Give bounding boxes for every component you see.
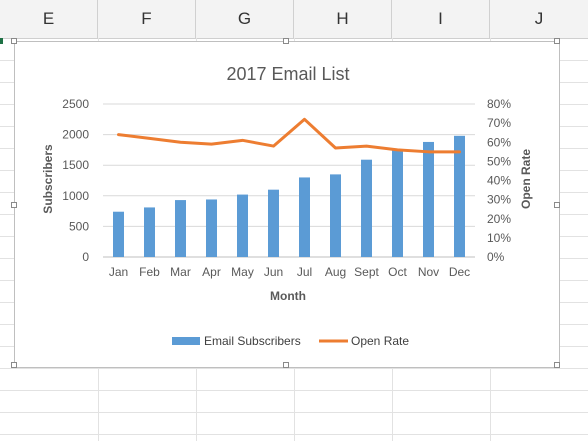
selection-marker xyxy=(0,38,3,44)
column-headers: E F G H I J xyxy=(0,0,588,39)
legend-label-open-rate: Open Rate xyxy=(351,334,409,348)
bar-may xyxy=(237,194,248,257)
resize-handle-bottom-right[interactable] xyxy=(554,362,560,368)
open-rate-line xyxy=(117,117,461,154)
y2-axis-ticks: 0% 10% 20% 30% 40% 50% 60% 70% 80% xyxy=(487,97,511,264)
x-tick-label: Jan xyxy=(109,265,128,279)
y2-tick-label: 70% xyxy=(487,116,511,130)
bar-nov xyxy=(423,141,434,257)
combo-chart: 2017 Email List 0 500 1000 1500 2000 2500 0% 1… xyxy=(41,64,533,348)
y-tick-label: 500 xyxy=(69,219,89,233)
x-axis-label: Month xyxy=(270,289,306,303)
y-tick-label: 1000 xyxy=(62,189,89,203)
y-axis-ticks: 0 500 1000 1500 2000 2500 xyxy=(62,97,89,264)
y2-tick-label: 10% xyxy=(487,231,511,245)
y2-axis-label: Open Rate xyxy=(519,149,533,209)
bar-mar xyxy=(175,200,186,257)
x-tick-label: Jul xyxy=(297,265,312,279)
line-series xyxy=(117,117,461,154)
y2-tick-label: 80% xyxy=(487,97,511,111)
x-axis-ticks: Jan Feb Mar Apr May Jun Jul Aug Sept Oct Nov Dec xyxy=(109,265,470,279)
column-header-h[interactable]: H xyxy=(294,0,392,38)
legend[interactable]: Email Subscribers Open Rate xyxy=(172,334,409,348)
y-tick-label: 2000 xyxy=(62,128,89,142)
legend-label-subscribers: Email Subscribers xyxy=(204,334,301,348)
x-tick-label: Jun xyxy=(264,265,283,279)
legend-swatch-subscribers xyxy=(172,337,200,345)
resize-handle-right[interactable] xyxy=(554,202,560,208)
gridlines xyxy=(103,103,475,258)
bar-series xyxy=(113,135,465,257)
column-header-g[interactable]: G xyxy=(196,0,294,38)
y-tick-label: 1500 xyxy=(62,158,89,172)
bar-aug xyxy=(330,174,341,257)
y-axis-label: Subscribers xyxy=(41,144,55,214)
y-tick-label: 2500 xyxy=(62,97,89,111)
y2-tick-label: 0% xyxy=(487,250,505,264)
y2-tick-label: 40% xyxy=(487,174,511,188)
y2-tick-label: 30% xyxy=(487,193,511,207)
y2-tick-label: 20% xyxy=(487,212,511,226)
y2-tick-label: 60% xyxy=(487,135,511,149)
column-header-f[interactable]: F xyxy=(98,0,196,38)
x-tick-label: Aug xyxy=(325,265,346,279)
x-tick-label: Oct xyxy=(388,265,407,279)
y-tick-label: 0 xyxy=(82,250,89,264)
bar-jun xyxy=(268,189,279,257)
chart-title: 2017 Email List xyxy=(226,64,349,84)
resize-handle-top[interactable] xyxy=(283,38,289,44)
resize-handle-left[interactable] xyxy=(11,202,17,208)
resize-handle-bottom-left[interactable] xyxy=(11,362,17,368)
bar-jan xyxy=(113,211,124,257)
bar-jul xyxy=(299,177,310,257)
x-tick-label: Apr xyxy=(202,265,221,279)
column-header-e[interactable]: E xyxy=(0,0,98,38)
x-tick-label: Mar xyxy=(170,265,191,279)
bar-sept xyxy=(361,159,372,257)
resize-handle-top-left[interactable] xyxy=(11,38,17,44)
bar-dec xyxy=(454,135,465,257)
column-header-j[interactable]: J xyxy=(534,9,544,28)
y2-tick-label: 50% xyxy=(487,154,511,168)
bar-oct xyxy=(392,149,403,257)
x-tick-label: Nov xyxy=(418,265,439,279)
column-header-i[interactable]: I xyxy=(392,0,490,38)
x-tick-label: May xyxy=(231,265,254,279)
resize-handle-top-right[interactable] xyxy=(554,38,560,44)
chart-area[interactable]: 2017 Email List 0 500 1000 1500 2000 2500 0% 1… xyxy=(11,38,560,368)
bar-feb xyxy=(144,207,155,257)
x-tick-label: Feb xyxy=(139,265,160,279)
x-tick-label: Dec xyxy=(449,265,470,279)
resize-handle-bottom[interactable] xyxy=(283,362,289,368)
bar-apr xyxy=(206,199,217,257)
x-tick-label: Sept xyxy=(354,265,379,279)
